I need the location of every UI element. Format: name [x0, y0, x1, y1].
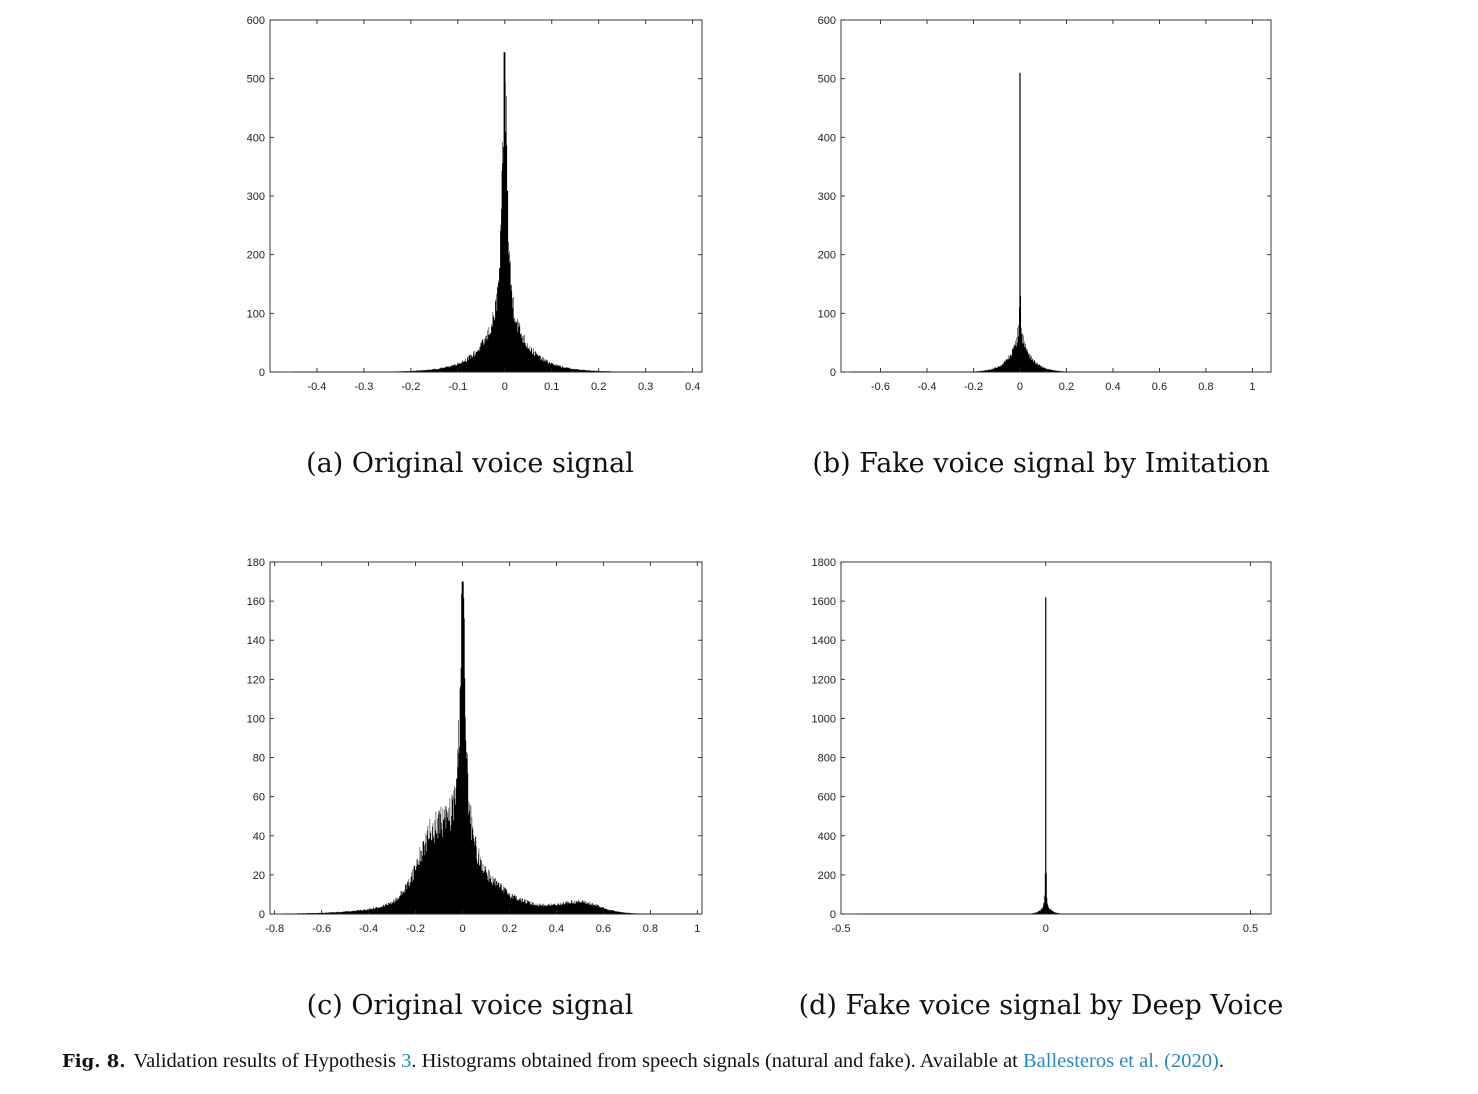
- x-tick-label-c: 0.2: [502, 923, 517, 935]
- figure-caption: Fig. 8. Validation results of Hypothesis …: [62, 1050, 1472, 1073]
- y-tick-label-c: 180: [247, 557, 265, 569]
- y-tick-label-a: 500: [247, 74, 265, 86]
- x-tick-label-c: -0.8: [265, 923, 284, 935]
- x-tick-label-b: 0: [1017, 381, 1023, 393]
- y-tick-label-d: 1200: [812, 674, 836, 686]
- x-tick-label-a: 0.1: [544, 381, 559, 393]
- x-tick-label-c: -0.4: [359, 923, 378, 935]
- y-tick-label-b: 400: [818, 132, 836, 144]
- y-tick-label-d: 600: [818, 792, 836, 804]
- histogram-bars-d: [1023, 597, 1068, 914]
- y-tick-label-a: 300: [247, 191, 265, 203]
- x-tick-label-d: -0.5: [832, 923, 851, 935]
- x-tick-label-b: 0.4: [1105, 381, 1120, 393]
- subcaption-c: (c) Original voice signal: [307, 990, 634, 1021]
- y-tick-label-c: 80: [253, 753, 265, 765]
- axes-frame-d: [840, 561, 1272, 915]
- x-tick-label-b: -0.2: [964, 381, 983, 393]
- y-tick-label-d: 0: [830, 909, 836, 921]
- histogram-panel-a: -0.4 -0.3 -0.2 -0.1 0 0.1 0.2 0.3 0.4 0 100 200 300 4…: [247, 15, 703, 393]
- y-tick-label-c: 20: [253, 870, 265, 882]
- y-tick-label-a: 100: [247, 308, 265, 320]
- caption-text-before: Validation results of Hypothesis: [133, 1050, 402, 1072]
- x-tick-label-a: 0.4: [685, 381, 700, 393]
- y-tick-label-a: 200: [247, 250, 265, 262]
- y-tick-label-a: 400: [247, 132, 265, 144]
- x-tick-label-c: 0.8: [643, 923, 658, 935]
- x-tick-label-c: 0.4: [549, 923, 564, 935]
- y-tick-label-d: 1000: [812, 713, 836, 725]
- x-tick-label-b: 0.6: [1152, 381, 1167, 393]
- y-tick-label-c: 40: [253, 831, 265, 843]
- x-tick-label-d: 0.5: [1243, 923, 1258, 935]
- x-tick-label-d: 0: [1043, 923, 1049, 935]
- x-tick-label-a: -0.3: [354, 381, 373, 393]
- y-tick-label-c: 100: [247, 713, 265, 725]
- x-tick-label-a: 0: [502, 381, 508, 393]
- y-tick-label-d: 200: [818, 870, 836, 882]
- subcaption-a: (a) Original voice signal: [306, 448, 634, 479]
- x-tick-label-b: 1: [1249, 381, 1255, 393]
- hypothesis-link[interactable]: 3: [401, 1050, 412, 1072]
- histogram-bars-b: [959, 72, 1079, 373]
- y-tick-label-b: 500: [818, 74, 836, 86]
- x-tick-label-a: 0.3: [638, 381, 653, 393]
- x-tick-label-a: -0.4: [307, 381, 326, 393]
- x-tick-label-c: -0.6: [312, 923, 331, 935]
- x-tick-label-b: 0.8: [1198, 381, 1213, 393]
- histogram-panel-d: -0.5 0 0.5 0 200 400 600 800 1000 1200 1400 1600 180…: [812, 557, 1272, 935]
- x-tick-label-b: -0.6: [871, 381, 890, 393]
- x-tick-label-c: 0: [459, 923, 465, 935]
- y-tick-label-d: 800: [818, 753, 836, 765]
- figure-label: Fig. 8.: [62, 1051, 126, 1072]
- histogram-panel-b: -0.6 -0.4 -0.2 0 0.2 0.4 0.6 0.8 1 0 100 200 300 400 5…: [818, 15, 1272, 393]
- x-tick-label-a: 0.2: [591, 381, 606, 393]
- y-tick-label-c: 60: [253, 792, 265, 804]
- x-tick-label-a: -0.1: [448, 381, 467, 393]
- y-tick-label-b: 200: [818, 250, 836, 262]
- y-tick-label-c: 120: [247, 674, 265, 686]
- y-tick-label-d: 1600: [812, 596, 836, 608]
- y-tick-label-d: 400: [818, 831, 836, 843]
- y-tick-label-d: 1400: [812, 635, 836, 647]
- x-tick-label-c: 1: [694, 923, 700, 935]
- y-tick-label-b: 0: [830, 367, 836, 379]
- y-tick-label-a: 0: [259, 367, 265, 379]
- axes-frame-c: [269, 561, 703, 915]
- citation-link[interactable]: Ballesteros et al. (2020): [1022, 1050, 1219, 1072]
- y-tick-label-c: 0: [259, 909, 265, 921]
- x-tick-label-b: -0.4: [918, 381, 937, 393]
- caption-text-middle: . Histograms obtained from speech signal…: [411, 1050, 1023, 1072]
- subcaption-d: (d) Fake voice signal by Deep Voice: [799, 990, 1284, 1021]
- subcaption-b: (b) Fake voice signal by Imitation: [812, 448, 1269, 479]
- y-tick-label-a: 600: [247, 15, 265, 27]
- histogram-panel-c: -0.8 -0.6 -0.4 -0.2 0 0.2 0.4 0.6 0.8 1 0 20 40 60 80 1…: [247, 557, 703, 935]
- x-tick-label-b: 0.2: [1059, 381, 1074, 393]
- axes-frame-a: [269, 19, 703, 373]
- x-tick-label-a: -0.2: [401, 381, 420, 393]
- y-tick-label-c: 140: [247, 635, 265, 647]
- caption-text-after: .: [1218, 1050, 1224, 1072]
- axes-frame-b: [840, 19, 1272, 373]
- y-tick-label-d: 1800: [812, 557, 836, 569]
- y-tick-label-b: 600: [818, 15, 836, 27]
- y-tick-label-b: 100: [818, 308, 836, 320]
- y-tick-label-b: 300: [818, 191, 836, 203]
- x-tick-label-c: -0.2: [406, 923, 425, 935]
- y-tick-label-c: 160: [247, 596, 265, 608]
- histogram-bars-c: [284, 581, 685, 914]
- x-tick-label-c: 0.6: [596, 923, 611, 935]
- histogram-bars-a: [356, 52, 653, 373]
